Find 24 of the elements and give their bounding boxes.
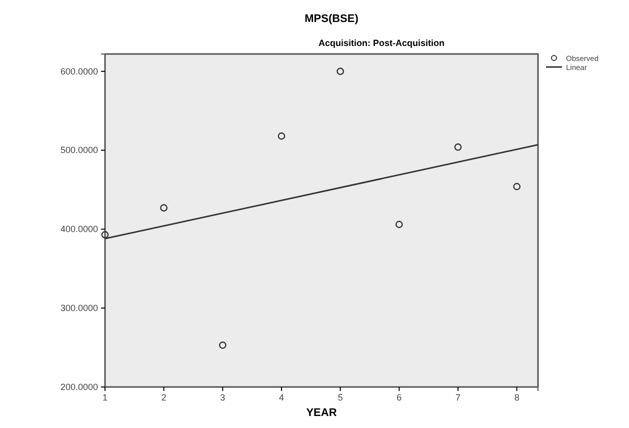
x-tick-label: 4: [278, 392, 284, 402]
y-tick-label: 300.0000: [60, 302, 98, 313]
x-tick-label: 6: [396, 392, 402, 402]
chart-subtitle: Acquisition: Post-Acquisition: [318, 38, 444, 48]
point: [218, 341, 226, 349]
x-tick-label: 1: [102, 392, 108, 402]
point: [454, 143, 462, 151]
y-tick-label: 500.0000: [60, 145, 98, 156]
point: [395, 220, 403, 228]
point: [278, 132, 286, 140]
chart-title: MPS(BSE): [304, 13, 359, 25]
y-tick-label: 400.0000: [60, 224, 98, 234]
point: [101, 231, 109, 238]
x-tick-label: 3: [220, 392, 226, 402]
point: [160, 204, 168, 212]
x-tick-label: 8: [514, 392, 520, 402]
y-tick-label: 600.0000: [60, 66, 98, 76]
point: [513, 182, 521, 190]
y-tick-label: 200.0000: [60, 382, 98, 392]
x-tick-label: 2: [161, 392, 166, 402]
x-axis-title: YEAR: [306, 407, 337, 419]
point: [336, 68, 344, 76]
x-tick-label: 5: [338, 392, 343, 402]
x-tick-label: 7: [455, 392, 460, 402]
